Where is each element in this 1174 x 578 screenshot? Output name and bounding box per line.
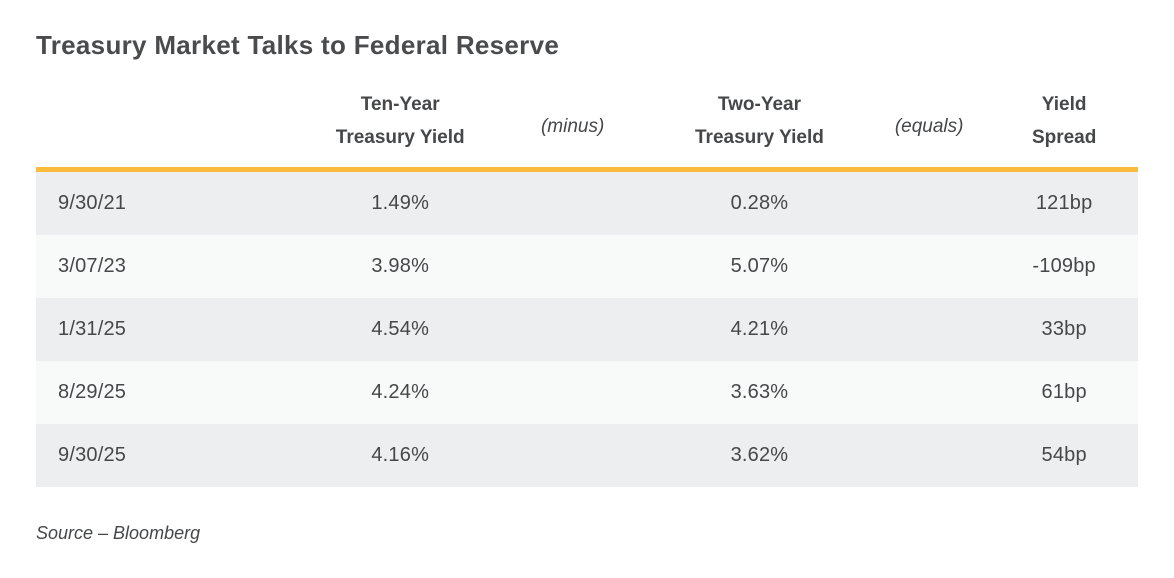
header-yield-spread-line1: Yield	[1041, 94, 1087, 115]
table-row: 9/30/21 1.49% 0.28% 121bp	[36, 169, 1138, 236]
source-note: Source – Bloomberg	[36, 523, 201, 543]
header-row: Ten-Year Treasury Yield (minus) Two-Year…	[36, 75, 1138, 172]
header-equals-operator: (equals)	[867, 75, 991, 172]
equals-spacer-cell	[868, 424, 990, 487]
table-row: 8/29/25 4.24% 3.63% 61bp	[36, 361, 1138, 424]
equals-spacer-cell	[868, 235, 990, 298]
ten-year-cell: 3.98%	[371, 255, 430, 277]
spread-cell: 61bp	[1041, 381, 1087, 403]
date-cell: 9/30/25	[58, 444, 127, 466]
minus-spacer-cell	[494, 298, 650, 361]
equals-operator-label: (equals)	[894, 115, 964, 137]
header-ten-year-line1: Ten-Year	[360, 94, 440, 115]
two-year-cell: 0.28%	[730, 192, 789, 214]
two-year-cell: 3.62%	[730, 444, 789, 466]
spread-cell: 121bp	[1035, 192, 1093, 214]
table-body: 9/30/21 1.49% 0.28% 121bp 3/07/23 3.98% …	[36, 169, 1138, 487]
date-cell: 9/30/21	[58, 192, 127, 214]
date-cell: 8/29/25	[58, 381, 127, 403]
table-row: 3/07/23 3.98% 5.07% -109bp	[36, 235, 1138, 298]
table-row: 9/30/25 4.16% 3.62% 54bp	[36, 424, 1138, 487]
equals-spacer-cell	[868, 170, 990, 236]
table-row: 1/31/25 4.54% 4.21% 33bp	[36, 298, 1138, 361]
header-two-year-line1: Two-Year	[717, 94, 801, 115]
header-two-year: Two-Year Treasury Yield	[650, 75, 868, 172]
page-title: Treasury Market Talks to Federal Reserve	[36, 30, 560, 60]
header-minus-operator: (minus)	[494, 75, 651, 172]
header-ten-year: Ten-Year Treasury Yield	[305, 75, 495, 172]
two-year-cell: 3.63%	[730, 381, 789, 403]
equals-spacer-cell	[868, 298, 990, 361]
ten-year-cell: 4.16%	[371, 444, 430, 466]
header-two-year-line2: Treasury Yield	[695, 127, 824, 148]
spread-cell: 33bp	[1041, 318, 1087, 340]
ten-year-cell: 4.54%	[371, 318, 430, 340]
minus-spacer-cell	[494, 361, 650, 424]
ten-year-cell: 1.49%	[371, 192, 430, 214]
minus-spacer-cell	[494, 424, 650, 487]
equals-spacer-cell	[868, 361, 990, 424]
header-yield-spread-line2: Spread	[1031, 127, 1097, 148]
yield-spread-table: Ten-Year Treasury Yield (minus) Two-Year…	[36, 75, 1138, 487]
header-yield-spread: Yield Spread	[990, 75, 1138, 172]
spread-cell: 54bp	[1041, 444, 1087, 466]
table-header: Ten-Year Treasury Yield (minus) Two-Year…	[36, 75, 1138, 172]
two-year-cell: 5.07%	[730, 255, 789, 277]
spread-cell: -109bp	[1032, 255, 1096, 277]
minus-operator-label: (minus)	[540, 115, 605, 137]
header-date	[36, 75, 306, 172]
minus-spacer-cell	[494, 170, 650, 236]
date-cell: 1/31/25	[58, 318, 127, 340]
ten-year-cell: 4.24%	[371, 381, 430, 403]
header-ten-year-line2: Treasury Yield	[335, 127, 465, 148]
minus-spacer-cell	[494, 235, 650, 298]
date-cell: 3/07/23	[58, 255, 127, 277]
two-year-cell: 4.21%	[730, 318, 789, 340]
